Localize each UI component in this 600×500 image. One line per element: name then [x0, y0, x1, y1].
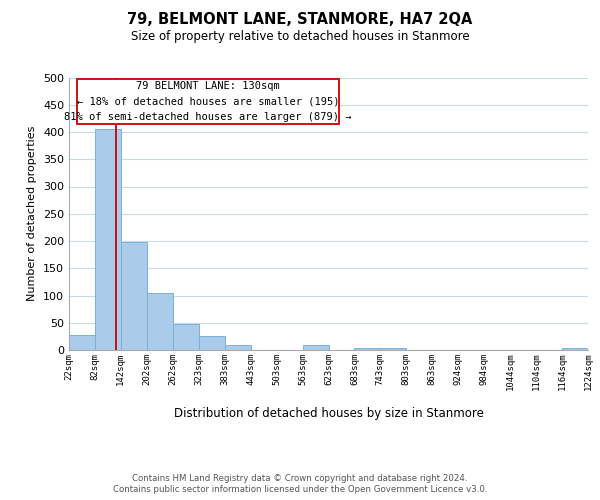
- Y-axis label: Number of detached properties: Number of detached properties: [28, 126, 37, 302]
- Bar: [380, 348, 406, 350]
- Bar: [355, 348, 380, 350]
- Bar: [95, 130, 121, 350]
- Text: 79 BELMONT LANE: 130sqm
← 18% of detached houses are smaller (195)
81% of semi-d: 79 BELMONT LANE: 130sqm ← 18% of detache…: [64, 80, 352, 122]
- Text: Distribution of detached houses by size in Stanmore: Distribution of detached houses by size …: [174, 408, 484, 420]
- Bar: [173, 324, 199, 350]
- Bar: [562, 348, 588, 350]
- Bar: [199, 336, 225, 350]
- Bar: [302, 344, 329, 350]
- Text: Contains public sector information licensed under the Open Government Licence v3: Contains public sector information licen…: [113, 485, 487, 494]
- Bar: [147, 293, 173, 350]
- Bar: [69, 336, 95, 350]
- Bar: [225, 344, 251, 350]
- FancyBboxPatch shape: [77, 78, 339, 124]
- Text: Contains HM Land Registry data © Crown copyright and database right 2024.: Contains HM Land Registry data © Crown c…: [132, 474, 468, 483]
- Text: Size of property relative to detached houses in Stanmore: Size of property relative to detached ho…: [131, 30, 469, 43]
- Bar: [121, 242, 147, 350]
- Text: 79, BELMONT LANE, STANMORE, HA7 2QA: 79, BELMONT LANE, STANMORE, HA7 2QA: [127, 12, 473, 28]
